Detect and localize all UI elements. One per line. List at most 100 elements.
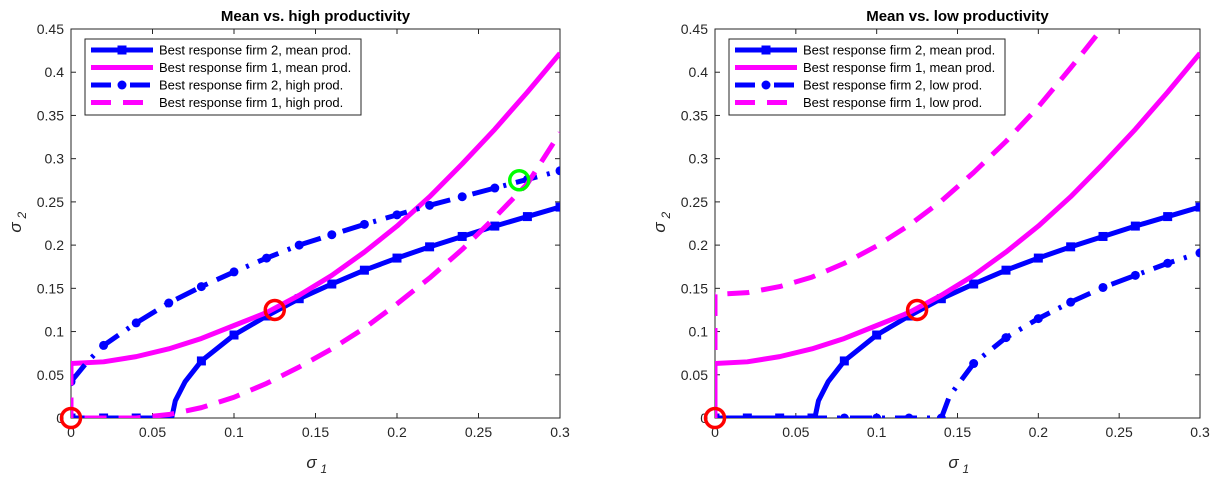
- series-marker-3: [1098, 282, 1108, 292]
- y-tick-label: 0.4: [45, 64, 65, 80]
- series-marker-1: [490, 221, 500, 231]
- series-marker-3: [164, 298, 174, 308]
- series-marker-3: [1130, 270, 1140, 280]
- series-marker-1: [1033, 253, 1043, 263]
- series-line-3: [71, 168, 560, 384]
- y-tick-label: 0.15: [681, 280, 708, 296]
- equilibrium-marker: [703, 406, 727, 430]
- series-marker-3: [555, 166, 560, 176]
- series-marker-3: [1163, 258, 1173, 268]
- series-marker-3: [490, 183, 500, 193]
- y-tick-label: 0.3: [689, 151, 709, 167]
- equilibrium-marker: [905, 298, 929, 322]
- y-tick-label: 0.4: [689, 64, 709, 80]
- series-marker-3: [392, 210, 402, 220]
- x-axis-label: σ: [948, 453, 959, 472]
- series-marker-3: [425, 200, 435, 210]
- x-tick-label: 0.1: [867, 424, 887, 440]
- y-axis-label-group: σ2: [6, 212, 29, 233]
- x-axis-label: σ: [306, 453, 317, 472]
- series-marker-3: [457, 192, 467, 202]
- series-marker-1: [1001, 265, 1011, 275]
- series-marker-1: [327, 279, 337, 289]
- series-marker-1: [936, 294, 946, 304]
- series-marker-1: [1130, 221, 1140, 231]
- chart-panel-1: 0 0.05 0.1 0.15 0.2 0.25 0.300.050.10.150.20.2…: [6, 8, 570, 476]
- y-axis-label-group: σ2: [650, 212, 673, 233]
- series-marker-1: [522, 212, 532, 222]
- series-marker-3: [327, 230, 337, 240]
- series-marker-1: [229, 330, 239, 340]
- x-tick-label: 0.05: [139, 424, 166, 440]
- series-marker-3: [839, 413, 849, 418]
- series-marker-3: [742, 413, 752, 418]
- legend-entry: Best response firm 1, mean prod.: [159, 60, 351, 75]
- series-line-4: [715, 29, 1105, 418]
- series-marker-1: [969, 279, 979, 289]
- y-tick-label: 0.35: [37, 107, 64, 123]
- series-line-3: [715, 250, 1200, 418]
- series-marker-1: [196, 356, 206, 366]
- legend: Best response firm 2, mean prod. Best res…: [728, 38, 1006, 116]
- x-tick-label: 0.25: [1106, 424, 1133, 440]
- y-tick-label: 0.35: [681, 107, 708, 123]
- series-marker-1: [294, 294, 304, 304]
- series-marker-1: [425, 242, 435, 252]
- y-tick-label: 0.05: [681, 367, 708, 383]
- chart-panel-2: 0 0.05 0.1 0.15 0.2 0.25 0.300.050.10.150.20.2…: [650, 8, 1210, 476]
- legend-entry: Best response firm 1, high prod.: [159, 95, 343, 110]
- x-tick-label: 0: [711, 424, 719, 440]
- x-tick-label: 0.15: [302, 424, 329, 440]
- legend-marker: [117, 45, 127, 55]
- series-marker-3: [229, 267, 239, 277]
- series-marker-3: [1001, 333, 1011, 343]
- x-tick-label: 0: [67, 424, 75, 440]
- series-marker-3: [807, 413, 817, 418]
- series-marker-1: [359, 265, 369, 275]
- y-tick-label: 0.3: [45, 151, 65, 167]
- series-marker-3: [872, 413, 882, 418]
- legend: Best response firm 2, mean prod. Best res…: [84, 38, 362, 116]
- legend-marker: [117, 80, 127, 90]
- chart-title: Mean vs. low productivity: [866, 8, 1049, 25]
- y-tick-label: 0.15: [37, 280, 64, 296]
- chart-title: Mean vs. high productivity: [221, 8, 411, 25]
- series-marker-1: [555, 202, 560, 212]
- series-marker-3: [99, 340, 109, 350]
- x-axis-label-subscript: 1: [321, 462, 328, 476]
- x-tick-label: 0.2: [387, 424, 407, 440]
- y-tick-label: 0.1: [45, 324, 65, 340]
- x-tick-label: 0.2: [1029, 424, 1049, 440]
- equilibrium-marker: [263, 298, 286, 322]
- x-tick-label: 0.25: [465, 424, 492, 440]
- series-marker-3: [936, 413, 946, 418]
- legend-entry: Best response firm 1, low prod.: [803, 95, 982, 110]
- series-marker-3: [1066, 297, 1076, 307]
- y-axis-label-subscript: 2: [659, 212, 673, 220]
- legend-marker: [761, 45, 771, 55]
- legend-entry: Best response firm 2, low prod.: [803, 78, 982, 93]
- y-tick-label: 0.2: [45, 237, 65, 253]
- series-marker-3: [131, 318, 141, 328]
- x-axis-label-subscript: 1: [963, 462, 970, 476]
- y-tick-label: 0.25: [681, 194, 708, 210]
- x-tick-label: 0.3: [550, 424, 570, 440]
- legend-entry: Best response firm 2, mean prod.: [159, 43, 351, 58]
- series-marker-1: [1098, 231, 1108, 241]
- series-marker-1: [1066, 242, 1076, 252]
- y-tick-label: 0.05: [37, 367, 64, 383]
- y-tick-label: 0.45: [37, 21, 64, 37]
- series-marker-3: [775, 413, 785, 418]
- legend-entry: Best response firm 2, mean prod.: [803, 43, 995, 58]
- series-line-2: [71, 51, 560, 367]
- series-marker-3: [196, 282, 206, 292]
- equilibrium-marker: [59, 406, 83, 430]
- series-marker-1: [1195, 202, 1200, 212]
- legend-marker: [761, 80, 771, 90]
- x-tick-label: 0.15: [944, 424, 971, 440]
- series-marker-3: [294, 240, 304, 250]
- series-marker-3: [904, 413, 914, 418]
- series-marker-3: [1033, 314, 1043, 324]
- equilibrium-marker: [508, 169, 531, 192]
